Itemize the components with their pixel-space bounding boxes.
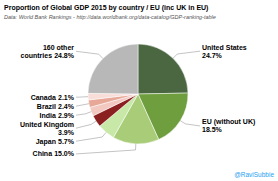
data-label: Canada2.1% <box>31 94 75 101</box>
leader-lines <box>76 51 200 154</box>
data-label-part: 3.9% <box>58 129 75 136</box>
leader-line <box>76 51 103 58</box>
slice <box>138 44 188 94</box>
data-label: 160 othercountries24.8% <box>21 44 75 59</box>
data-label: United States24.7% <box>202 44 247 59</box>
data-label-part: EU (without UK) <box>202 118 255 126</box>
leader-line <box>76 112 91 116</box>
data-label-part: Brazil <box>37 103 56 110</box>
data-label: Brazil2.4% <box>37 103 75 110</box>
data-label: United Kingdom3.9% <box>20 121 75 136</box>
title: Proportion of Global GDP 2015 by country… <box>4 4 208 12</box>
leader-line <box>76 144 136 154</box>
leader-line <box>76 96 88 98</box>
data-label-part: 2.9% <box>58 112 75 119</box>
chart: Proportion of Global GDP 2015 by country… <box>0 0 278 181</box>
data-label-part: 5.7% <box>58 138 75 145</box>
data-label: Japan5.7% <box>36 138 75 146</box>
data-label-part: Canada <box>31 94 56 101</box>
data-label-part: 24.8% <box>54 52 75 59</box>
pie <box>88 44 188 144</box>
data-label-part: 160 other <box>43 44 74 51</box>
data-label-part: 2.4% <box>58 103 75 110</box>
subtitle: Data: World Bank Rankings - http://data.… <box>4 14 216 20</box>
leader-line <box>76 104 89 107</box>
data-label-part: countries <box>21 52 53 59</box>
data-labels: United States24.7% EU (without UK)18.5% Ch… <box>20 44 255 158</box>
data-label-part: United States <box>202 44 247 51</box>
slice <box>88 94 138 107</box>
data-label-part: United Kingdom <box>20 121 74 129</box>
leader-line <box>76 132 106 141</box>
leader-line <box>76 121 96 128</box>
data-label-part: 2.1% <box>58 94 75 101</box>
slice <box>88 44 138 94</box>
data-label-part: 15.0% <box>54 150 75 157</box>
annotation: @RaviSubbie <box>234 171 274 178</box>
leader-line <box>173 51 200 58</box>
data-label-part: Japan <box>36 138 56 146</box>
data-label: EU (without UK)18.5% <box>202 118 255 133</box>
data-label-part: India <box>40 112 56 119</box>
data-label: China15.0% <box>33 150 75 157</box>
data-label-part: China <box>33 150 53 157</box>
slice <box>88 93 138 100</box>
data-label: India2.9% <box>40 112 75 119</box>
data-label-part: 18.5% <box>202 126 223 133</box>
leader-line <box>180 121 200 126</box>
data-label-part: 24.7% <box>202 52 223 59</box>
